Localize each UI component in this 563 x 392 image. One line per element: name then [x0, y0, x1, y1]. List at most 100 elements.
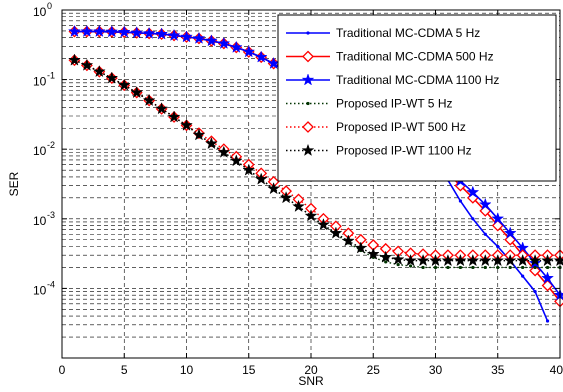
data-point — [306, 31, 310, 35]
legend-entry: Traditional MC-CDMA 1100 Hz — [286, 73, 499, 87]
data-point — [267, 182, 281, 195]
data-point — [301, 143, 315, 157]
y-tick-base: 10 — [33, 283, 47, 297]
y-tick-label: 10 -2 — [33, 140, 55, 158]
data-point — [167, 110, 181, 123]
data-point — [471, 265, 475, 270]
data-point — [242, 45, 256, 58]
data-point — [341, 234, 355, 247]
data-point — [204, 34, 218, 47]
legend-entry: Proposed IP-WT 5 Hz — [286, 97, 452, 111]
y-tick-base: 10 — [33, 75, 47, 89]
data-point — [503, 226, 517, 239]
legend-entry: Proposed IP-WT 500 Hz — [286, 120, 466, 134]
data-point — [304, 209, 318, 222]
legend: Traditional MC-CDMA 5 Hz Traditional MC-C… — [277, 14, 557, 182]
data-point — [521, 265, 525, 270]
data-point — [404, 253, 418, 267]
data-point — [217, 145, 231, 158]
y-tick-label: 10 -3 — [33, 210, 55, 228]
data-point — [105, 25, 119, 38]
data-point — [391, 252, 405, 266]
data-point — [529, 264, 542, 277]
y-axis-label: SER — [7, 171, 21, 196]
data-point — [496, 244, 500, 249]
data-point — [466, 185, 480, 198]
data-point — [292, 199, 306, 213]
data-point — [533, 265, 537, 270]
data-point — [67, 24, 81, 38]
data-point — [541, 253, 555, 267]
data-point — [80, 24, 94, 38]
data-point — [416, 253, 430, 267]
data-point — [491, 253, 505, 267]
data-point — [142, 26, 156, 39]
data-point — [92, 64, 106, 78]
data-point — [229, 40, 243, 53]
data-point — [541, 271, 555, 284]
data-point — [142, 93, 156, 107]
data-point — [433, 265, 438, 270]
data-point — [80, 58, 94, 71]
data-point — [229, 154, 243, 167]
data-point — [117, 25, 131, 38]
legend-label: Traditional MC-CDMA 500 Hz — [336, 50, 494, 64]
data-point — [180, 118, 193, 131]
x-tick-label: 15 — [242, 363, 256, 377]
legend-entry: Traditional MC-CDMA 5 Hz — [286, 26, 480, 40]
data-point — [396, 262, 400, 267]
x-tick-label: 35 — [491, 363, 505, 377]
data-point — [105, 71, 119, 84]
x-tick-labels: 0 5 10 15 20 25 30 35 40 — [59, 363, 563, 377]
data-point — [528, 253, 542, 267]
data-point — [466, 253, 480, 267]
series — [67, 53, 563, 267]
legend-label: Proposed IP-WT 5 Hz — [336, 97, 452, 111]
series-line — [74, 59, 560, 262]
x-tick-label: 25 — [367, 363, 381, 377]
data-point — [67, 53, 81, 66]
data-point — [302, 50, 314, 63]
y-tick-label: 10 -4 — [33, 279, 55, 297]
legend-label: Proposed IP-WT 1100 Hz — [336, 144, 472, 158]
legend-box — [277, 14, 557, 182]
data-point — [471, 217, 475, 221]
x-tick-label: 10 — [180, 363, 194, 377]
data-point — [521, 274, 525, 278]
data-point — [379, 250, 393, 263]
data-point — [483, 232, 487, 236]
x-axis-label: SNR — [298, 374, 324, 388]
y-tick-exponent: -2 — [47, 140, 55, 150]
data-point — [301, 73, 315, 86]
data-point — [329, 226, 343, 239]
data-point — [458, 199, 462, 203]
legend-label: Proposed IP-WT 500 Hz — [336, 120, 466, 134]
data-point — [117, 78, 131, 91]
legend-label: Traditional MC-CDMA 5 Hz — [336, 26, 480, 40]
data-point — [180, 30, 193, 43]
data-point — [483, 265, 487, 270]
data-point — [421, 265, 425, 270]
data-point — [155, 27, 169, 40]
data-point — [130, 26, 144, 39]
data-point — [478, 197, 492, 211]
data-point — [458, 265, 462, 270]
data-point — [496, 265, 500, 270]
x-tick-label: 40 — [550, 363, 563, 377]
x-tick-label: 20 — [304, 363, 318, 377]
x-tick-label: 5 — [121, 363, 128, 377]
data-point — [242, 163, 256, 176]
data-point — [478, 253, 492, 267]
data-point — [204, 136, 218, 150]
y-tick-exponent: 0 — [47, 1, 52, 11]
data-point — [192, 128, 206, 141]
data-point — [533, 289, 537, 294]
data-point — [192, 31, 206, 44]
data-point — [508, 265, 512, 270]
data-point — [155, 102, 169, 115]
data-point — [384, 260, 388, 264]
data-point — [217, 36, 231, 50]
axis-ticks — [61, 9, 561, 358]
legend-entry: Traditional MC-CDMA 500 Hz — [286, 50, 494, 64]
y-tick-base: 10 — [33, 144, 47, 158]
